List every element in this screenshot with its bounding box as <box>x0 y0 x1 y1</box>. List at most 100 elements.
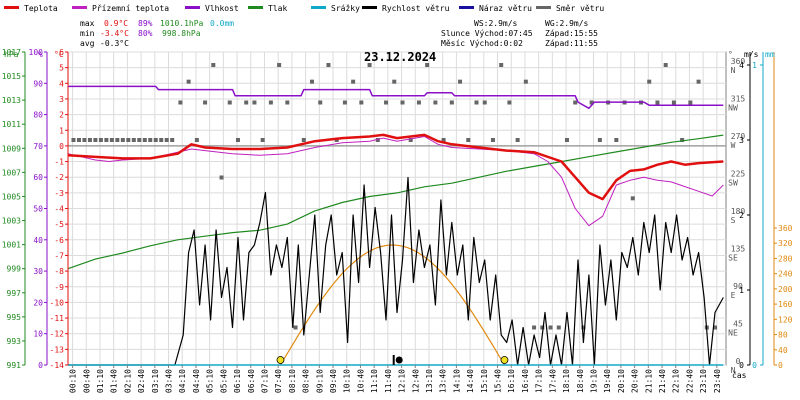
pressure-axis-tick-label: 1011 <box>2 120 21 129</box>
temperature-axis-tick-label: -10 <box>50 298 65 307</box>
legend-label: Vlhkost <box>205 4 239 13</box>
x-tick-label: 19:40 <box>603 369 612 393</box>
wind-direction-point <box>713 325 718 330</box>
wind-axis-tick-label: 2 <box>739 211 744 220</box>
wind-direction-point <box>326 63 331 67</box>
direction-axis-label: S <box>731 216 736 225</box>
x-tick-label: 00:10 <box>69 369 78 393</box>
sunrise-marker <box>276 356 285 364</box>
wind-direction-point <box>680 138 685 142</box>
humidity-axis-tick-label: 70 <box>33 142 43 151</box>
x-tick-label: 21:40 <box>658 369 667 393</box>
wind-direction-point <box>219 175 224 180</box>
legend-label: Přízemní teplota <box>92 4 169 13</box>
wind-direction-point <box>400 100 405 105</box>
pressure-axis-tick-label: 1001 <box>2 241 21 250</box>
wind-direction-point <box>211 63 216 67</box>
pressure-axis-tick-label: 1009 <box>2 144 21 153</box>
direction-axis-value: 180 <box>731 207 746 216</box>
wind-direction-point <box>159 138 164 142</box>
temperature-axis-tick-label: 2 <box>59 111 64 120</box>
unit-deg: ° <box>728 50 733 59</box>
x-tick-label: 05:40 <box>219 369 228 393</box>
pressure-axis-tick-label: 993 <box>7 337 22 346</box>
wind-direction-point <box>131 138 136 142</box>
sun-moon-markers <box>276 355 509 365</box>
pressure-axis-tick-label: 1003 <box>2 217 21 226</box>
temperature-axis-tick-label: 0 <box>59 142 64 151</box>
temperature-axis-tick-label: -7 <box>54 251 64 260</box>
stat-avg-temp: -0.3°C <box>100 39 129 48</box>
unit-pct: % <box>38 50 43 59</box>
x-tick-label: 07:40 <box>274 369 283 393</box>
series-line-rychlost-v-tru <box>68 176 724 366</box>
stat-max-label: max <box>80 19 95 28</box>
wind-direction-point <box>589 100 594 105</box>
humidity-axis-tick-label: 20 <box>33 298 43 307</box>
legend-swatch <box>4 6 19 9</box>
wind-direction-point <box>540 325 545 330</box>
rain-axis-tick-label: 0 <box>752 361 757 370</box>
wind-direction-point <box>126 138 131 142</box>
sun-axis-tick-label: 120 <box>778 315 793 324</box>
x-tick-label: 00:40 <box>82 369 91 393</box>
wind-direction-point <box>137 138 142 142</box>
direction-axis-label: SE <box>728 254 738 263</box>
wind-direction-point <box>573 100 578 105</box>
x-tick-label: 05:10 <box>206 369 215 393</box>
x-tick-label: 06:10 <box>233 369 242 393</box>
wind-direction-point <box>671 100 676 105</box>
wind-direction-point <box>293 325 298 330</box>
wind-direction-point <box>203 100 208 105</box>
x-tick-label: 16:10 <box>507 369 516 393</box>
wind-direction-point <box>482 100 487 105</box>
x-tick-label: 09:10 <box>315 369 324 393</box>
x-tick-label: 22:10 <box>672 369 681 393</box>
x-tick-label: 03:40 <box>165 369 174 393</box>
legend-label: Srážky <box>331 4 360 13</box>
legend-label: Teplota <box>24 4 58 13</box>
wind-gust-info: WG:2.9m/s <box>545 19 589 28</box>
x-tick-label: 22:40 <box>685 369 694 393</box>
x-tick-label: 21:10 <box>644 369 653 393</box>
wind-direction-point <box>260 138 265 142</box>
temperature-axis-tick-label: 5 <box>59 64 64 73</box>
x-tick-label: 18:40 <box>576 369 585 393</box>
wind-direction-point <box>252 100 257 105</box>
x-tick-label: 10:10 <box>343 369 352 393</box>
legend-swatch <box>311 6 326 9</box>
x-tick-label: 04:40 <box>192 369 201 393</box>
legend-swatch <box>459 6 474 9</box>
stat-max-press: 1010.1hPa <box>160 19 204 28</box>
unit-hpa: hPa <box>4 50 19 59</box>
grid <box>68 51 726 366</box>
sun-rise-info: Slunce Východ:07:45 <box>441 29 533 38</box>
legend-label: Směr větru <box>556 4 604 13</box>
x-tick-label: 10:40 <box>356 369 365 393</box>
pressure-axis-tick-label: 995 <box>7 313 22 322</box>
wind-direction-point <box>630 196 635 201</box>
temperature-axis-tick-label: -13 <box>50 345 65 354</box>
wind-speed-info: WS:2.9m/s <box>474 19 518 28</box>
stat-max-temp: 0.9°C <box>104 19 128 28</box>
wind-direction-point <box>235 138 240 142</box>
temperature-axis-tick-label: -8 <box>54 267 64 276</box>
series-line-teplota <box>67 133 724 201</box>
stat-min-temp: -3.4°C <box>100 29 129 38</box>
series-lines <box>67 85 724 366</box>
sun-axis-tick-label: 40 <box>778 346 788 355</box>
x-tick-label: 01:40 <box>110 369 119 393</box>
wind-direction-point <box>564 138 569 142</box>
direction-axis-label: SW <box>728 179 738 188</box>
wind-direction-point <box>277 63 282 67</box>
direction-axis-value: 225 <box>731 170 746 179</box>
sun-axis-tick-label: 80 <box>778 331 788 340</box>
wind-direction-point <box>474 100 479 105</box>
x-tick-label: 23:10 <box>699 369 708 393</box>
x-tick-label: 23:40 <box>713 369 722 393</box>
pressure-axis-tick-label: 1005 <box>2 192 21 201</box>
direction-axis-value: 135 <box>731 245 746 254</box>
sun-axis-tick-label: 0 <box>778 361 783 370</box>
axes: 9919939959979991001100310051007100910111… <box>2 48 793 375</box>
